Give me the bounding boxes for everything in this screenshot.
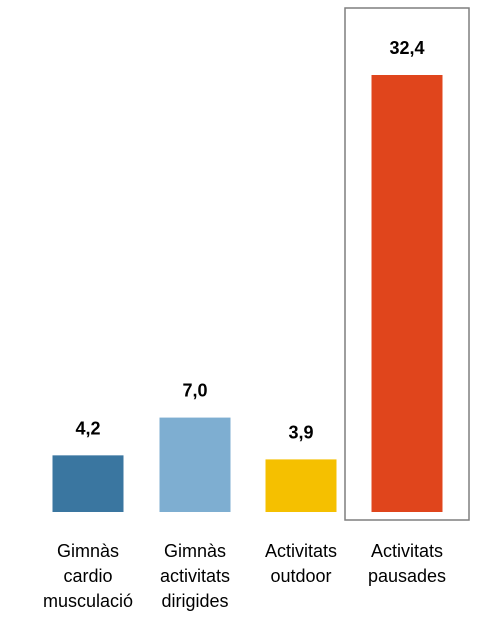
category-label-line: Gimnàs bbox=[164, 541, 226, 561]
value-label-0: 4,2 bbox=[75, 418, 100, 438]
category-label-line: activitats bbox=[160, 566, 230, 586]
value-label-3: 32,4 bbox=[389, 38, 424, 58]
category-label-line: Activitats bbox=[371, 541, 443, 561]
category-label-2: Activitats outdoor bbox=[265, 541, 337, 586]
category-label-line: outdoor bbox=[270, 566, 331, 586]
category-label-line: dirigides bbox=[161, 591, 228, 611]
bar-0 bbox=[52, 455, 124, 512]
category-label-line: Gimnàs bbox=[57, 541, 119, 561]
value-label-1: 7,0 bbox=[182, 381, 207, 401]
category-label-1: Gimnàs activitats dirigides bbox=[160, 541, 230, 611]
value-label-2: 3,9 bbox=[288, 422, 313, 442]
category-label-line: cardio bbox=[63, 566, 112, 586]
category-label-3: Activitats pausades bbox=[368, 541, 446, 586]
category-label-line: pausades bbox=[368, 566, 446, 586]
highlight-frame bbox=[344, 7, 470, 521]
bar-2 bbox=[265, 459, 337, 512]
bar-3 bbox=[371, 75, 443, 512]
bar-1 bbox=[159, 417, 231, 512]
category-label-0: Gimnàs cardio musculació bbox=[43, 541, 133, 611]
category-label-line: musculació bbox=[43, 591, 133, 611]
category-label-line: Activitats bbox=[265, 541, 337, 561]
